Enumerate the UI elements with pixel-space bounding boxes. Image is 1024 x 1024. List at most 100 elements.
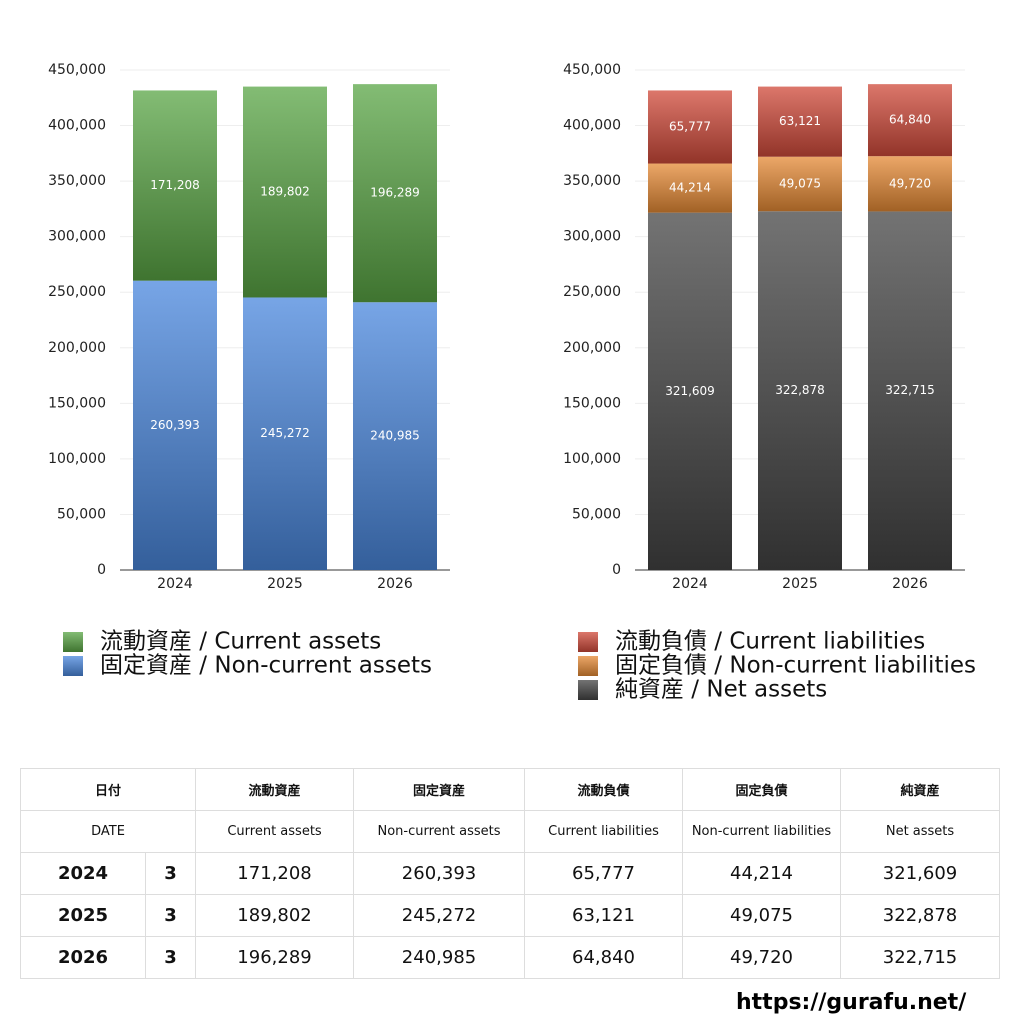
y-tick-label: 450,000 xyxy=(48,62,106,78)
legend-swatch xyxy=(63,632,83,652)
legend-swatch xyxy=(578,680,598,700)
y-tick-label: 400,000 xyxy=(48,118,106,134)
header-cell: 固定負債 xyxy=(682,768,842,811)
bar-segment xyxy=(648,212,732,570)
data-cell: 44,214 xyxy=(682,852,842,895)
data-cell: 196,289 xyxy=(195,936,355,979)
data-label: 65,777 xyxy=(669,119,711,133)
data-label: 260,393 xyxy=(150,418,200,432)
bar-segment xyxy=(353,84,437,303)
data-label: 196,289 xyxy=(370,186,420,200)
y-tick-label: 0 xyxy=(612,562,621,578)
bar-segment xyxy=(868,211,952,570)
y-tick-label: 250,000 xyxy=(48,284,106,300)
bar-segment xyxy=(648,90,732,164)
bar-segment xyxy=(353,302,437,570)
data-table: 日付 流動資産 固定資産 流動負債 固定負債 純資産 DATE Current … xyxy=(19,768,1001,979)
subheader-row: DATE Current assets Non-current assets C… xyxy=(19,810,1001,853)
data-cell: 171,208 xyxy=(195,852,355,895)
y-tick-label: 200,000 xyxy=(48,340,106,356)
y-tick-label: 150,000 xyxy=(48,395,106,411)
header-cell: 流動負債 xyxy=(524,768,684,811)
data-row: 2025 3 189,802 245,272 63,121 49,075 322,878 xyxy=(20,894,1001,937)
y-tick-label: 350,000 xyxy=(563,173,621,189)
y-tick-label: 0 xyxy=(97,562,106,578)
data-cell: 3 xyxy=(144,894,197,937)
data-label: 322,715 xyxy=(885,383,935,397)
subheader-cell: DATE xyxy=(19,810,197,853)
data-cell: 49,720 xyxy=(682,936,842,979)
data-cell: 245,272 xyxy=(353,894,526,937)
legend-label: 固定資産 / Non-current assets xyxy=(100,653,432,679)
data-cell: 260,393 xyxy=(353,852,526,895)
bar-segment xyxy=(243,297,327,570)
legend-label: 流動資産 / Current assets xyxy=(100,629,381,655)
data-cell: 49,075 xyxy=(682,894,842,937)
bar-segment xyxy=(868,84,952,157)
y-tick-label: 150,000 xyxy=(563,395,621,411)
charts: 0 50,000 100,000 150,000 200,000 250,000 300,0… xyxy=(48,62,976,703)
y-tick-label: 300,000 xyxy=(48,229,106,245)
subheader-cell: Non-current liabilities xyxy=(682,810,842,853)
data-cell: 240,985 xyxy=(353,936,526,979)
header-cell: 純資産 xyxy=(840,768,1001,811)
x-tick-label: 2025 xyxy=(267,576,303,592)
header-cell: 固定資産 xyxy=(353,768,526,811)
data-label: 321,609 xyxy=(665,384,715,398)
x-tick-label: 2026 xyxy=(377,576,413,592)
x-tick-label: 2024 xyxy=(157,576,193,592)
subheader-cell: Current liabilities xyxy=(524,810,684,853)
data-label: 44,214 xyxy=(669,181,711,195)
y-tick-label: 50,000 xyxy=(57,506,106,522)
legend-label: 純資産 / Net assets xyxy=(615,677,827,703)
bar-segment xyxy=(648,163,732,213)
data-cell: 322,878 xyxy=(840,894,1001,937)
data-row: 2026 3 196,289 240,985 64,840 49,720 322,715 xyxy=(20,936,1001,979)
data-label: 245,272 xyxy=(260,426,310,440)
legend-swatch xyxy=(578,656,598,676)
subheader-cell: Net assets xyxy=(840,810,1001,853)
x-tick-label: 2025 xyxy=(782,576,818,592)
y-tick-label: 100,000 xyxy=(48,451,106,467)
y-tick-label: 450,000 xyxy=(563,62,621,78)
data-label: 64,840 xyxy=(889,113,931,127)
data-cell: 2024 xyxy=(20,852,146,895)
y-tick-label: 50,000 xyxy=(572,506,621,522)
bar-segment xyxy=(133,280,217,570)
data-cell: 3 xyxy=(144,936,197,979)
data-cell: 3 xyxy=(144,852,197,895)
data-cell: 63,121 xyxy=(524,894,684,937)
y-tick-label: 200,000 xyxy=(563,340,621,356)
bar-segment xyxy=(243,86,327,298)
bar-segment xyxy=(133,90,217,281)
y-tick-label: 300,000 xyxy=(563,229,621,245)
bar-segment xyxy=(868,156,952,212)
data-cell: 2026 xyxy=(20,936,146,979)
data-label: 240,985 xyxy=(370,429,420,443)
legend-label: 固定負債 / Non-current liabilities xyxy=(615,653,976,679)
header-cell: 日付 xyxy=(19,768,197,811)
x-tick-label: 2026 xyxy=(892,576,928,592)
data-cell: 322,715 xyxy=(840,936,1001,979)
data-label: 322,878 xyxy=(775,383,825,397)
data-cell: 65,777 xyxy=(524,852,684,895)
bar-segment xyxy=(758,156,842,212)
subheader-cell: Non-current assets xyxy=(353,810,526,853)
x-tick-label: 2024 xyxy=(672,576,708,592)
data-label: 49,075 xyxy=(779,176,821,190)
y-tick-label: 250,000 xyxy=(563,284,621,300)
data-cell: 64,840 xyxy=(524,936,684,979)
bar-segment xyxy=(758,86,842,157)
data-label: 63,121 xyxy=(779,114,821,128)
header-cell: 流動資産 xyxy=(195,768,355,811)
subheader-cell: Current assets xyxy=(195,810,355,853)
data-label: 171,208 xyxy=(150,178,200,192)
data-label: 49,720 xyxy=(889,176,931,190)
data-cell: 2025 xyxy=(20,894,146,937)
legend-swatch xyxy=(63,656,83,676)
bar-segment xyxy=(758,211,842,570)
y-tick-label: 350,000 xyxy=(48,173,106,189)
y-tick-label: 400,000 xyxy=(563,118,621,134)
header-row: 日付 流動資産 固定資産 流動負債 固定負債 純資産 xyxy=(19,768,1001,811)
